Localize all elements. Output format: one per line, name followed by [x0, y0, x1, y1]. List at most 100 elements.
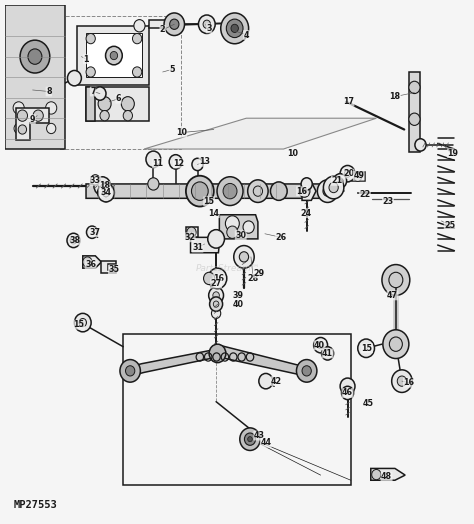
Text: 32: 32	[184, 233, 195, 242]
Circle shape	[70, 237, 77, 244]
Text: 14: 14	[208, 209, 219, 217]
Circle shape	[98, 96, 111, 111]
Circle shape	[148, 178, 159, 190]
Circle shape	[372, 470, 381, 480]
Circle shape	[271, 182, 287, 200]
Circle shape	[415, 139, 426, 151]
Circle shape	[301, 178, 312, 190]
Circle shape	[164, 13, 184, 36]
Text: 16: 16	[213, 274, 224, 283]
Circle shape	[209, 287, 224, 303]
Circle shape	[358, 339, 374, 357]
Polygon shape	[371, 468, 405, 480]
Circle shape	[18, 125, 27, 134]
Circle shape	[259, 374, 273, 389]
Circle shape	[240, 428, 260, 451]
Text: 15: 15	[73, 320, 84, 329]
Polygon shape	[218, 345, 307, 376]
Text: 15: 15	[204, 197, 215, 206]
Text: 6: 6	[116, 94, 121, 103]
Text: 40: 40	[232, 300, 244, 309]
Circle shape	[231, 24, 238, 32]
Circle shape	[234, 246, 254, 268]
Text: 20: 20	[343, 169, 354, 178]
Circle shape	[389, 272, 403, 288]
Circle shape	[248, 180, 268, 202]
Circle shape	[344, 170, 351, 177]
Circle shape	[210, 297, 223, 311]
Text: PartsStream™: PartsStream™	[195, 264, 260, 272]
Text: 3: 3	[206, 24, 212, 33]
Circle shape	[208, 268, 227, 289]
Circle shape	[208, 230, 225, 248]
Circle shape	[383, 330, 409, 358]
Text: 44: 44	[260, 438, 271, 447]
Circle shape	[337, 178, 343, 184]
Text: 13: 13	[199, 157, 210, 166]
Circle shape	[299, 185, 310, 198]
Text: 36: 36	[85, 260, 96, 269]
Circle shape	[94, 87, 106, 100]
Polygon shape	[86, 184, 330, 198]
Text: 38: 38	[70, 236, 81, 245]
Circle shape	[46, 102, 57, 114]
Circle shape	[83, 257, 92, 267]
Text: 16: 16	[403, 378, 414, 387]
Circle shape	[98, 183, 114, 202]
Circle shape	[302, 366, 311, 376]
Circle shape	[46, 123, 56, 134]
Polygon shape	[83, 256, 101, 268]
Text: 33: 33	[90, 177, 101, 185]
Circle shape	[106, 46, 122, 65]
Circle shape	[397, 376, 407, 386]
Circle shape	[102, 189, 109, 197]
Text: 7: 7	[90, 87, 96, 96]
Circle shape	[392, 370, 412, 392]
Text: 10: 10	[176, 128, 187, 137]
Circle shape	[245, 433, 255, 445]
Text: 46: 46	[342, 388, 353, 397]
Circle shape	[223, 183, 237, 199]
Text: 26: 26	[275, 233, 287, 242]
Text: 30: 30	[235, 231, 246, 240]
Text: 21: 21	[331, 177, 342, 185]
Polygon shape	[191, 237, 219, 253]
Text: 19: 19	[447, 149, 458, 158]
Polygon shape	[219, 215, 258, 239]
Circle shape	[67, 70, 82, 86]
Circle shape	[123, 111, 132, 121]
Circle shape	[334, 173, 346, 188]
Circle shape	[86, 34, 95, 44]
Circle shape	[67, 233, 80, 248]
Circle shape	[20, 40, 50, 73]
Circle shape	[409, 113, 420, 125]
Circle shape	[318, 342, 324, 349]
Polygon shape	[5, 5, 65, 149]
Text: 8: 8	[46, 87, 52, 96]
Text: 9: 9	[30, 115, 36, 124]
Circle shape	[225, 216, 239, 231]
Circle shape	[79, 319, 86, 326]
Circle shape	[13, 102, 24, 114]
Circle shape	[74, 313, 91, 332]
Polygon shape	[16, 108, 49, 140]
Circle shape	[146, 151, 161, 168]
Text: 5: 5	[169, 65, 175, 74]
Circle shape	[132, 67, 142, 77]
Circle shape	[121, 96, 134, 111]
Polygon shape	[128, 350, 218, 376]
Circle shape	[314, 337, 328, 353]
Text: MP27553: MP27553	[14, 499, 58, 509]
Circle shape	[91, 174, 100, 185]
Circle shape	[169, 155, 182, 169]
Circle shape	[86, 226, 98, 238]
Circle shape	[210, 279, 222, 291]
Polygon shape	[302, 182, 316, 200]
Text: 37: 37	[90, 228, 101, 237]
Circle shape	[221, 13, 248, 44]
Text: 27: 27	[210, 279, 222, 288]
Text: 2: 2	[160, 25, 165, 35]
Circle shape	[354, 173, 362, 181]
Circle shape	[209, 344, 226, 363]
Circle shape	[296, 359, 317, 382]
